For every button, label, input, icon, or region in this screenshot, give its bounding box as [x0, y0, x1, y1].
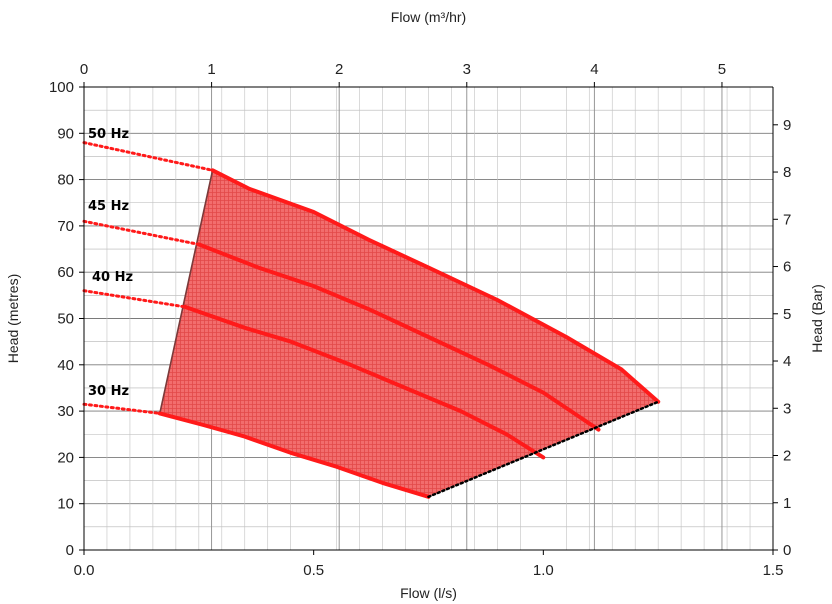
axes: 0.0 0.5 1.0 1.50 1 2 3 4 50102030405060708090100… [49, 61, 791, 579]
x2-tick-label: 1 [207, 61, 215, 78]
curve-extension-dotted [82, 141, 215, 172]
x-tick-label: 0.0 [74, 562, 95, 579]
y2-tick-label: 5 [783, 306, 791, 323]
y-tick-label: 40 [57, 357, 74, 374]
curve-line [157, 411, 431, 499]
x2-tick-label: 2 [335, 61, 343, 78]
curve-label: 45 Hz [88, 199, 129, 214]
y-tick-label: 70 [57, 218, 74, 235]
x-tick-label: 1.0 [533, 562, 554, 579]
y-tick-label: 90 [57, 125, 74, 142]
end-of-curve-line [427, 400, 660, 499]
y2-tick-label: 2 [783, 448, 791, 465]
curve-line [196, 242, 601, 432]
min-flow-line [159, 170, 214, 414]
y2-axis-title: Head (Bar) [809, 284, 825, 352]
y-tick-label: 50 [57, 311, 74, 328]
y2-tick-label: 1 [783, 495, 791, 512]
labels: Flow (l/s) Flow (m³/hr) Head (metres) Head … [5, 9, 825, 601]
y-tick-label: 20 [57, 449, 74, 466]
curve-label: 30 Hz [88, 384, 129, 399]
x-axis-title: Flow (l/s) [400, 585, 457, 601]
x-tick-label: 0.5 [303, 562, 324, 579]
y2-tick-label: 8 [783, 164, 791, 181]
y2-tick-label: 4 [783, 353, 791, 370]
y2-tick-label: 7 [783, 211, 791, 228]
curve-extension-dotted [82, 402, 162, 415]
curve-label: 50 Hz [88, 127, 129, 142]
x-tick-label: 1.5 [763, 562, 784, 579]
curve-line [183, 304, 546, 460]
y2-tick-label: 6 [783, 259, 791, 276]
x2-tick-label: 5 [718, 61, 726, 78]
y-axis-title: Head (metres) [5, 274, 21, 363]
curve-label: 40 Hz [92, 270, 133, 285]
y2-tick-label: 3 [783, 400, 791, 417]
y-tick-label: 10 [57, 496, 74, 513]
y-tick-label: 30 [57, 403, 74, 420]
y2-tick-label: 0 [783, 542, 791, 559]
y-tick-label: 80 [57, 172, 74, 189]
curve-line [210, 168, 661, 404]
y-tick-label: 60 [57, 264, 74, 281]
x2-tick-label: 0 [80, 61, 88, 78]
y2-tick-label: 9 [783, 117, 791, 134]
curve-extension-dotted [82, 289, 187, 309]
x2-tick-label: 4 [590, 61, 598, 78]
operating-region [159, 170, 659, 497]
y-tick-label: 100 [49, 79, 74, 96]
curve-extension-dotted [82, 219, 201, 246]
x2-axis-title: Flow (m³/hr) [391, 9, 466, 25]
y-tick-label: 0 [66, 542, 74, 559]
operating-region-fill [159, 170, 659, 497]
x2-tick-label: 3 [463, 61, 471, 78]
curves [82, 141, 661, 499]
